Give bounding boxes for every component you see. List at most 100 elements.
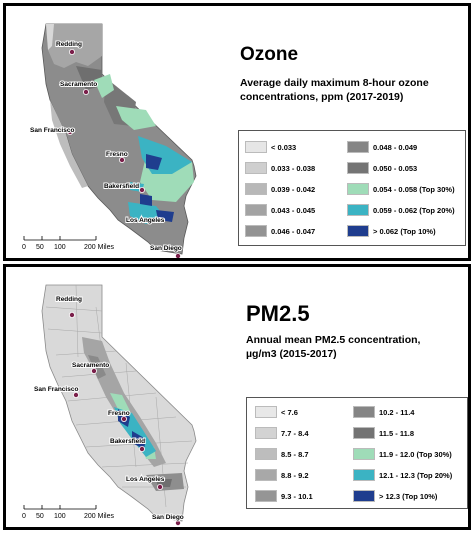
legend-swatch: [255, 406, 277, 418]
legend-swatch: [245, 225, 267, 237]
legend-swatch: [255, 448, 277, 460]
city-dot-san-francisco: [67, 129, 74, 136]
legend-item: 12.1 - 12.3 (Top 20%): [353, 469, 452, 481]
city-dot-bakersfield: [138, 445, 145, 452]
legend-item: 8.8 - 9.2: [255, 469, 309, 481]
city-dot-redding: [69, 49, 76, 56]
legend-item: 0.043 - 0.045: [245, 204, 315, 216]
legend-item: 11.5 - 11.8: [353, 427, 414, 439]
legend-swatch: [255, 427, 277, 439]
city-dot-san-diego: [175, 253, 181, 258]
legend-item: 0.033 - 0.038: [245, 162, 315, 174]
legend-item: > 12.3 (Top 10%): [353, 490, 437, 502]
scale-label-0: 0: [22, 244, 26, 251]
city-label-los-angeles: Los Angeles: [126, 217, 165, 224]
ozone-subtitle: Average daily maximum 8-hour ozone conce…: [240, 76, 429, 104]
legend-swatch: [245, 183, 267, 195]
legend-swatch: [353, 427, 375, 439]
city-dot-san-diego: [174, 519, 181, 526]
scale-label-0: 0: [22, 513, 26, 520]
city-label-san-diego: San Diego: [150, 245, 182, 252]
legend-label: 0.033 - 0.038: [271, 163, 316, 173]
legend-label: 9.3 - 10.1: [281, 491, 313, 501]
scale-bar: 0 50 100 200 Miles: [22, 505, 114, 520]
scale-label-50: 50: [36, 513, 44, 520]
ozone-subtitle-line1: Average daily maximum 8-hour ozone: [240, 77, 429, 89]
scale-label-50: 50: [36, 244, 44, 251]
legend-swatch: [353, 448, 375, 460]
city-label-fresno: Fresno: [106, 151, 128, 158]
legend-swatch: [347, 162, 369, 174]
ozone-map: Redding Sacramento San Francisco Fresno …: [22, 23, 197, 258]
legend-label: > 12.3 (Top 10%): [379, 491, 438, 501]
legend-item: < 0.033: [245, 141, 296, 153]
legend-swatch: [255, 490, 277, 502]
ozone-legend: < 0.033 0.033 - 0.038 0.039 - 0.042 0.043 -…: [238, 130, 466, 246]
legend-item: 8.5 - 8.7: [255, 448, 309, 460]
legend-label: 0.043 - 0.045: [271, 205, 316, 215]
legend-item: > 0.062 (Top 10%): [347, 225, 436, 237]
pm25-legend: < 7.6 7.7 - 8.4 8.5 - 8.7 8.8 - 9.2 9.3 - 10…: [246, 397, 468, 509]
scale-label-100: 100: [54, 513, 66, 520]
legend-item: 11.9 - 12.0 (Top 30%): [353, 448, 452, 460]
legend-item: < 7.6: [255, 406, 298, 418]
legend-swatch: [255, 469, 277, 481]
city-dot-redding: [69, 312, 76, 319]
pm25-map: Redding Sacramento San Francisco Fresno …: [22, 284, 197, 526]
legend-label: 11.9 - 12.0 (Top 30%): [379, 449, 452, 459]
scale-bar: 0 50 100 200 Miles: [22, 236, 114, 251]
city-dot-sacramento: [91, 368, 98, 375]
city-dot-sacramento: [83, 89, 90, 96]
legend-label: 0.039 - 0.042: [271, 184, 316, 194]
legend-label: < 7.6: [281, 407, 298, 417]
legend-label: 11.5 - 11.8: [379, 428, 415, 438]
legend-item: 0.054 - 0.058 (Top 30%): [347, 183, 455, 195]
legend-swatch: [245, 162, 267, 174]
ozone-title: Ozone: [240, 44, 299, 65]
city-dot-san-francisco: [73, 392, 80, 399]
legend-swatch: [353, 490, 375, 502]
legend-label: 10.2 - 11.4: [379, 407, 415, 417]
legend-label: 12.1 - 12.3 (Top 20%): [379, 470, 453, 480]
city-label-bakersfield: Bakersfield: [104, 183, 139, 190]
city-label-sacramento: Sacramento: [60, 81, 97, 88]
legend-swatch: [347, 204, 369, 216]
scale-label-200-miles: 200 Miles: [84, 513, 114, 520]
city-dot-fresno: [121, 415, 128, 422]
legend-swatch: [347, 183, 369, 195]
legend-label: 8.5 - 8.7: [281, 449, 309, 459]
pm25-title: PM2.5: [246, 301, 310, 326]
city-dot-los-angeles: [156, 216, 163, 223]
legend-label: 7.7 - 8.4: [281, 428, 309, 438]
legend-label: 0.054 - 0.058 (Top 30%): [373, 184, 455, 194]
city-label-los-angeles: Los Angeles: [126, 476, 165, 483]
city-label-san-diego: San Diego: [152, 514, 184, 521]
pm25-subtitle-line2: µg/m3 (2015-2017): [246, 348, 337, 360]
legend-label: 0.059 - 0.062 (Top 20%): [373, 205, 455, 215]
city-dot-los-angeles: [156, 483, 163, 490]
legend-swatch: [353, 469, 375, 481]
city-dot-fresno: [119, 156, 126, 163]
city-label-sacramento: Sacramento: [72, 362, 109, 369]
city-label-redding: Redding: [56, 41, 82, 48]
city-dot-bakersfield: [138, 186, 145, 193]
legend-item: 0.059 - 0.062 (Top 20%): [347, 204, 455, 216]
legend-label: 0.050 - 0.053: [373, 163, 418, 173]
legend-swatch: [347, 141, 369, 153]
legend-item: 9.3 - 10.1: [255, 490, 313, 502]
legend-item: 0.050 - 0.053: [347, 162, 417, 174]
ozone-subtitle-line2: concentrations, ppm (2017-2019): [240, 91, 404, 103]
legend-label: 0.048 - 0.049: [373, 142, 418, 152]
city-label-fresno: Fresno: [108, 410, 130, 417]
legend-label: > 0.062 (Top 10%): [373, 226, 436, 236]
pm25-panel: Redding Sacramento San Francisco Fresno …: [3, 264, 471, 530]
legend-item: 0.046 - 0.047: [245, 225, 315, 237]
legend-swatch: [353, 406, 375, 418]
legend-item: 0.048 - 0.049: [347, 141, 417, 153]
scale-label-100: 100: [54, 244, 66, 251]
scale-label-200-miles: 200 Miles: [84, 244, 114, 251]
pm25-subtitle-line1: Annual mean PM2.5 concentration,: [246, 334, 421, 346]
ozone-panel: Redding Sacramento San Francisco Fresno …: [3, 3, 471, 261]
legend-label: < 0.033: [271, 142, 297, 152]
